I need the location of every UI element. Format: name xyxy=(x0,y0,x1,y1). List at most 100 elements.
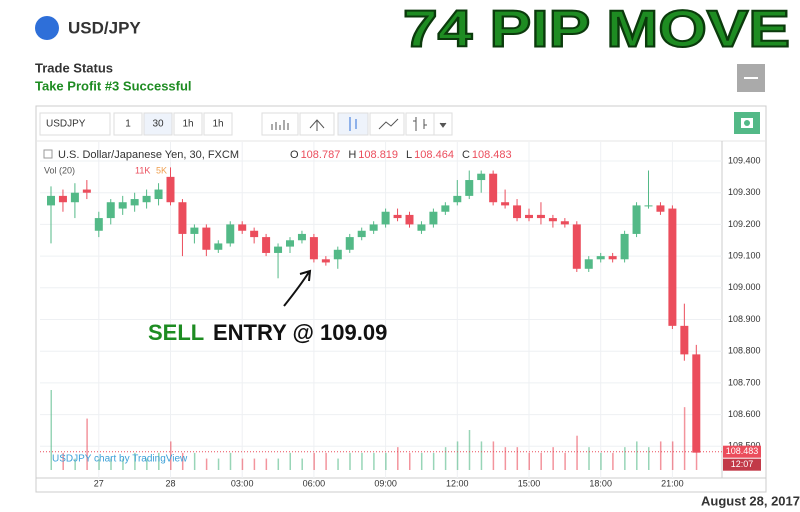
volume-bar xyxy=(552,447,554,470)
volume-bar xyxy=(289,452,291,470)
volume-bar xyxy=(122,458,124,470)
volume-bar xyxy=(86,418,88,470)
watermark: USDJPY chart by TradingView xyxy=(52,454,188,465)
volume-bar xyxy=(74,458,76,470)
interval-button[interactable] xyxy=(143,112,173,136)
chart-title: U.S. Dollar/Japanese Yen, 30, FXCM xyxy=(58,149,239,161)
candle-body xyxy=(369,224,378,231)
icon xyxy=(309,119,325,131)
annotation-text: ENTRY @ 109.09 xyxy=(213,320,387,345)
volume-bar xyxy=(373,452,375,470)
volume-bar xyxy=(134,452,136,470)
legend-key: O xyxy=(290,149,299,161)
x-tick-label: 15:00 xyxy=(518,478,541,488)
interval-button[interactable] xyxy=(173,112,203,136)
candle-body xyxy=(656,205,665,212)
candle-body xyxy=(47,195,55,206)
volume-bar xyxy=(170,441,172,470)
candle-body xyxy=(584,259,593,269)
volume-bar xyxy=(564,452,566,470)
candle-body xyxy=(620,233,629,260)
volume-bar xyxy=(98,458,100,470)
candle-body xyxy=(548,218,557,222)
candle-body xyxy=(668,208,677,326)
symbol-input[interactable] xyxy=(39,112,111,136)
candle-body xyxy=(513,205,522,219)
x-tick-label: 09:00 xyxy=(374,478,397,488)
last-price-time: 12:07 xyxy=(731,459,754,469)
volume-bar xyxy=(325,452,327,470)
candle-body xyxy=(536,214,545,219)
candle-body xyxy=(381,211,390,225)
interval: 30 xyxy=(152,119,164,130)
volume-bar xyxy=(671,441,674,470)
x-tick-label: 27 xyxy=(94,478,104,488)
candle-body xyxy=(130,199,139,206)
candle-body xyxy=(309,237,318,260)
volume-bar xyxy=(265,458,268,470)
volume-bar xyxy=(158,452,160,470)
last-price-box xyxy=(723,445,761,458)
icon xyxy=(378,118,399,130)
volume xyxy=(50,390,698,470)
candle-body xyxy=(238,224,247,231)
volume-bar xyxy=(432,452,435,470)
intervals: 1 30 1h 1h xyxy=(113,112,233,136)
candle-body xyxy=(214,243,223,250)
volume-bar xyxy=(588,447,590,470)
x-tick-label: 28 xyxy=(165,478,175,488)
candle-body xyxy=(405,214,414,225)
volume-bar xyxy=(50,390,52,470)
candle-button[interactable] xyxy=(337,112,369,136)
volume-bar xyxy=(444,447,447,470)
candle-body xyxy=(118,202,127,209)
legend-key: H xyxy=(348,149,356,161)
candle-body xyxy=(680,325,689,355)
candle-body xyxy=(632,205,641,234)
volume-bar xyxy=(385,452,387,470)
volume-bar xyxy=(313,452,315,470)
interval-button[interactable] xyxy=(113,112,143,136)
volume-bar xyxy=(468,430,471,470)
candle-body xyxy=(357,230,366,238)
last-price: 108.483 12:07 xyxy=(40,445,761,471)
candle-body xyxy=(286,240,294,247)
candle-body xyxy=(154,189,163,200)
more-button[interactable] xyxy=(433,112,453,136)
symbol-icon xyxy=(35,16,59,40)
x-tick-label: 03:00 xyxy=(231,478,254,488)
interval: 1h xyxy=(182,119,193,130)
volume-bar xyxy=(492,441,495,470)
volume-bar xyxy=(62,452,64,470)
candle-body xyxy=(190,227,199,234)
candle-body xyxy=(321,259,330,263)
x-tick-label: 06:00 xyxy=(303,478,326,488)
candle-body xyxy=(525,214,533,219)
volume-bar xyxy=(253,458,256,470)
y-tick-label: 109.000 xyxy=(728,282,761,292)
symbol: USD/JPY xyxy=(68,18,141,37)
y-tick-label: 108.700 xyxy=(728,377,761,387)
volume-bar xyxy=(349,452,351,470)
candle-body xyxy=(501,202,510,206)
date: August 28, 2017 xyxy=(701,493,800,508)
volume-bar xyxy=(277,458,280,470)
volume-reading: 5K xyxy=(156,165,167,175)
candle-body xyxy=(82,189,91,193)
volume-bar xyxy=(576,435,578,470)
volume-bar xyxy=(695,441,698,470)
legend-key: C xyxy=(462,149,470,161)
candle-body xyxy=(608,256,617,260)
line-button[interactable] xyxy=(369,112,405,136)
compare-button[interactable] xyxy=(299,112,335,136)
indicator-button[interactable] xyxy=(261,112,299,136)
collapse-icon[interactable] xyxy=(43,149,53,159)
volume-bar xyxy=(600,452,602,470)
candle-body xyxy=(477,173,486,181)
volume-bar xyxy=(516,447,519,470)
last-price-value: 108.483 xyxy=(726,446,759,456)
interval-button[interactable] xyxy=(203,112,233,136)
candle-body xyxy=(202,227,211,250)
